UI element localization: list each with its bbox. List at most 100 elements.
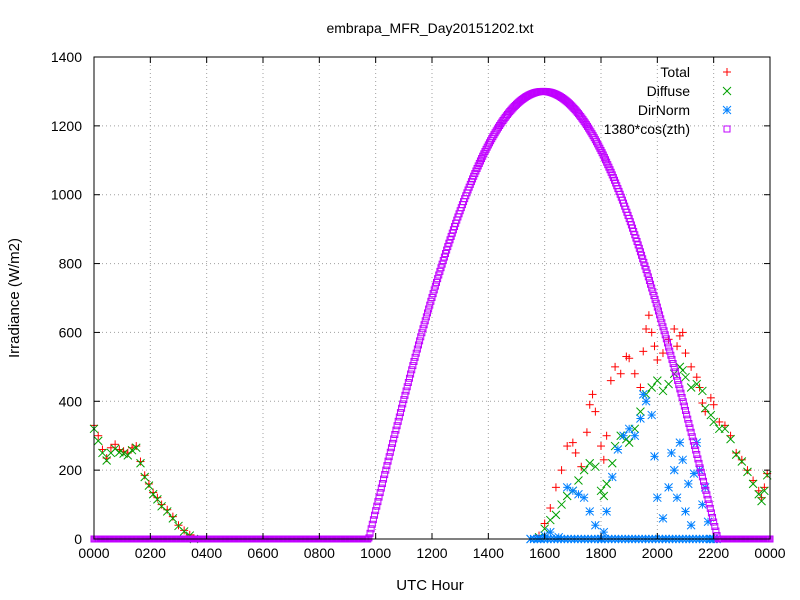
data-point <box>664 379 673 389</box>
curve-point <box>639 255 647 263</box>
curve-point <box>371 511 379 519</box>
curve-point <box>597 146 605 154</box>
curve-point <box>380 475 388 483</box>
y-tick-label: 200 <box>59 462 83 478</box>
data-point <box>111 440 120 449</box>
curve-point <box>595 142 603 150</box>
curve-point <box>667 351 675 359</box>
data-point <box>625 354 634 363</box>
curve-point <box>656 311 664 319</box>
data-point <box>658 513 668 523</box>
curve-point <box>365 534 373 542</box>
curve-point <box>408 366 416 374</box>
curve-point <box>688 433 696 441</box>
data-point <box>667 448 676 458</box>
data-point <box>647 328 656 337</box>
data-point <box>650 452 659 461</box>
curve-point <box>651 295 659 303</box>
data-point <box>607 458 617 468</box>
curve-point <box>652 299 660 307</box>
curve-point <box>383 462 391 470</box>
x-tick-label: 1600 <box>529 545 560 561</box>
curve-point <box>686 424 694 432</box>
x-tick-label: 0800 <box>304 545 335 561</box>
curve-point <box>395 413 403 421</box>
data-point <box>162 507 172 516</box>
curve-point <box>401 391 409 399</box>
curve-point <box>427 297 435 305</box>
curve-point <box>369 516 377 524</box>
data-point <box>639 347 648 356</box>
legend-marker <box>722 105 732 115</box>
curve-point <box>685 420 693 428</box>
curve-point <box>687 428 695 436</box>
x-tick-label: 0000 <box>754 545 785 561</box>
curve-point <box>366 529 374 537</box>
data-point <box>647 383 657 392</box>
data-point <box>179 527 189 536</box>
series-diffuse <box>89 362 772 544</box>
data-point <box>731 450 741 460</box>
data-point <box>670 324 679 333</box>
data-point <box>180 526 189 535</box>
y-tick-label: 600 <box>59 324 83 340</box>
curve-point <box>658 319 666 327</box>
data-point <box>624 424 634 434</box>
y-tick-label: 800 <box>59 256 83 272</box>
data-point <box>591 407 600 416</box>
curve-point <box>649 288 657 296</box>
data-point <box>602 479 611 489</box>
data-point <box>540 524 550 534</box>
curve-point <box>368 520 376 528</box>
curve-point <box>400 396 408 404</box>
data-point <box>678 365 688 375</box>
data-point <box>652 493 662 503</box>
curve-point <box>482 145 490 153</box>
data-point <box>675 438 685 447</box>
data-point <box>681 349 690 358</box>
x-tick-label: 1200 <box>416 545 447 561</box>
curve-point <box>704 495 712 503</box>
curve-point <box>709 513 717 521</box>
data-point <box>136 458 145 468</box>
curve-point <box>710 518 718 526</box>
curve-point <box>389 439 397 447</box>
data-point <box>698 386 707 396</box>
curve-point <box>638 251 646 259</box>
curve-point <box>680 402 688 410</box>
x-tick-label: 2200 <box>698 545 729 561</box>
curve-point <box>676 385 684 393</box>
data-point <box>760 483 769 492</box>
data-point <box>687 362 696 371</box>
curve-point <box>703 491 711 499</box>
data-point <box>743 466 752 475</box>
curve-point <box>438 260 446 268</box>
data-layer <box>89 87 774 544</box>
curve-point <box>433 278 441 286</box>
curve-point <box>479 152 487 160</box>
curve-point <box>672 372 680 380</box>
data-point <box>585 458 595 468</box>
curve-point <box>644 273 652 281</box>
curve-point <box>416 337 424 345</box>
data-point <box>692 379 702 389</box>
curve-point <box>398 404 406 412</box>
data-point <box>144 479 153 488</box>
curve-point <box>693 450 701 458</box>
curve-point <box>474 162 482 170</box>
data-point <box>140 472 150 482</box>
data-point <box>585 507 595 516</box>
data-point <box>140 471 149 480</box>
data-point <box>110 444 120 454</box>
data-point <box>123 450 133 460</box>
x-tick-label: 2000 <box>642 545 673 561</box>
curve-point <box>598 149 606 157</box>
data-point <box>624 438 634 447</box>
y-tick-label: 400 <box>59 393 83 409</box>
data-point <box>641 396 651 406</box>
data-point <box>754 486 763 495</box>
curve-point <box>665 343 673 351</box>
curve-point <box>431 282 439 290</box>
curve-point <box>650 292 658 300</box>
